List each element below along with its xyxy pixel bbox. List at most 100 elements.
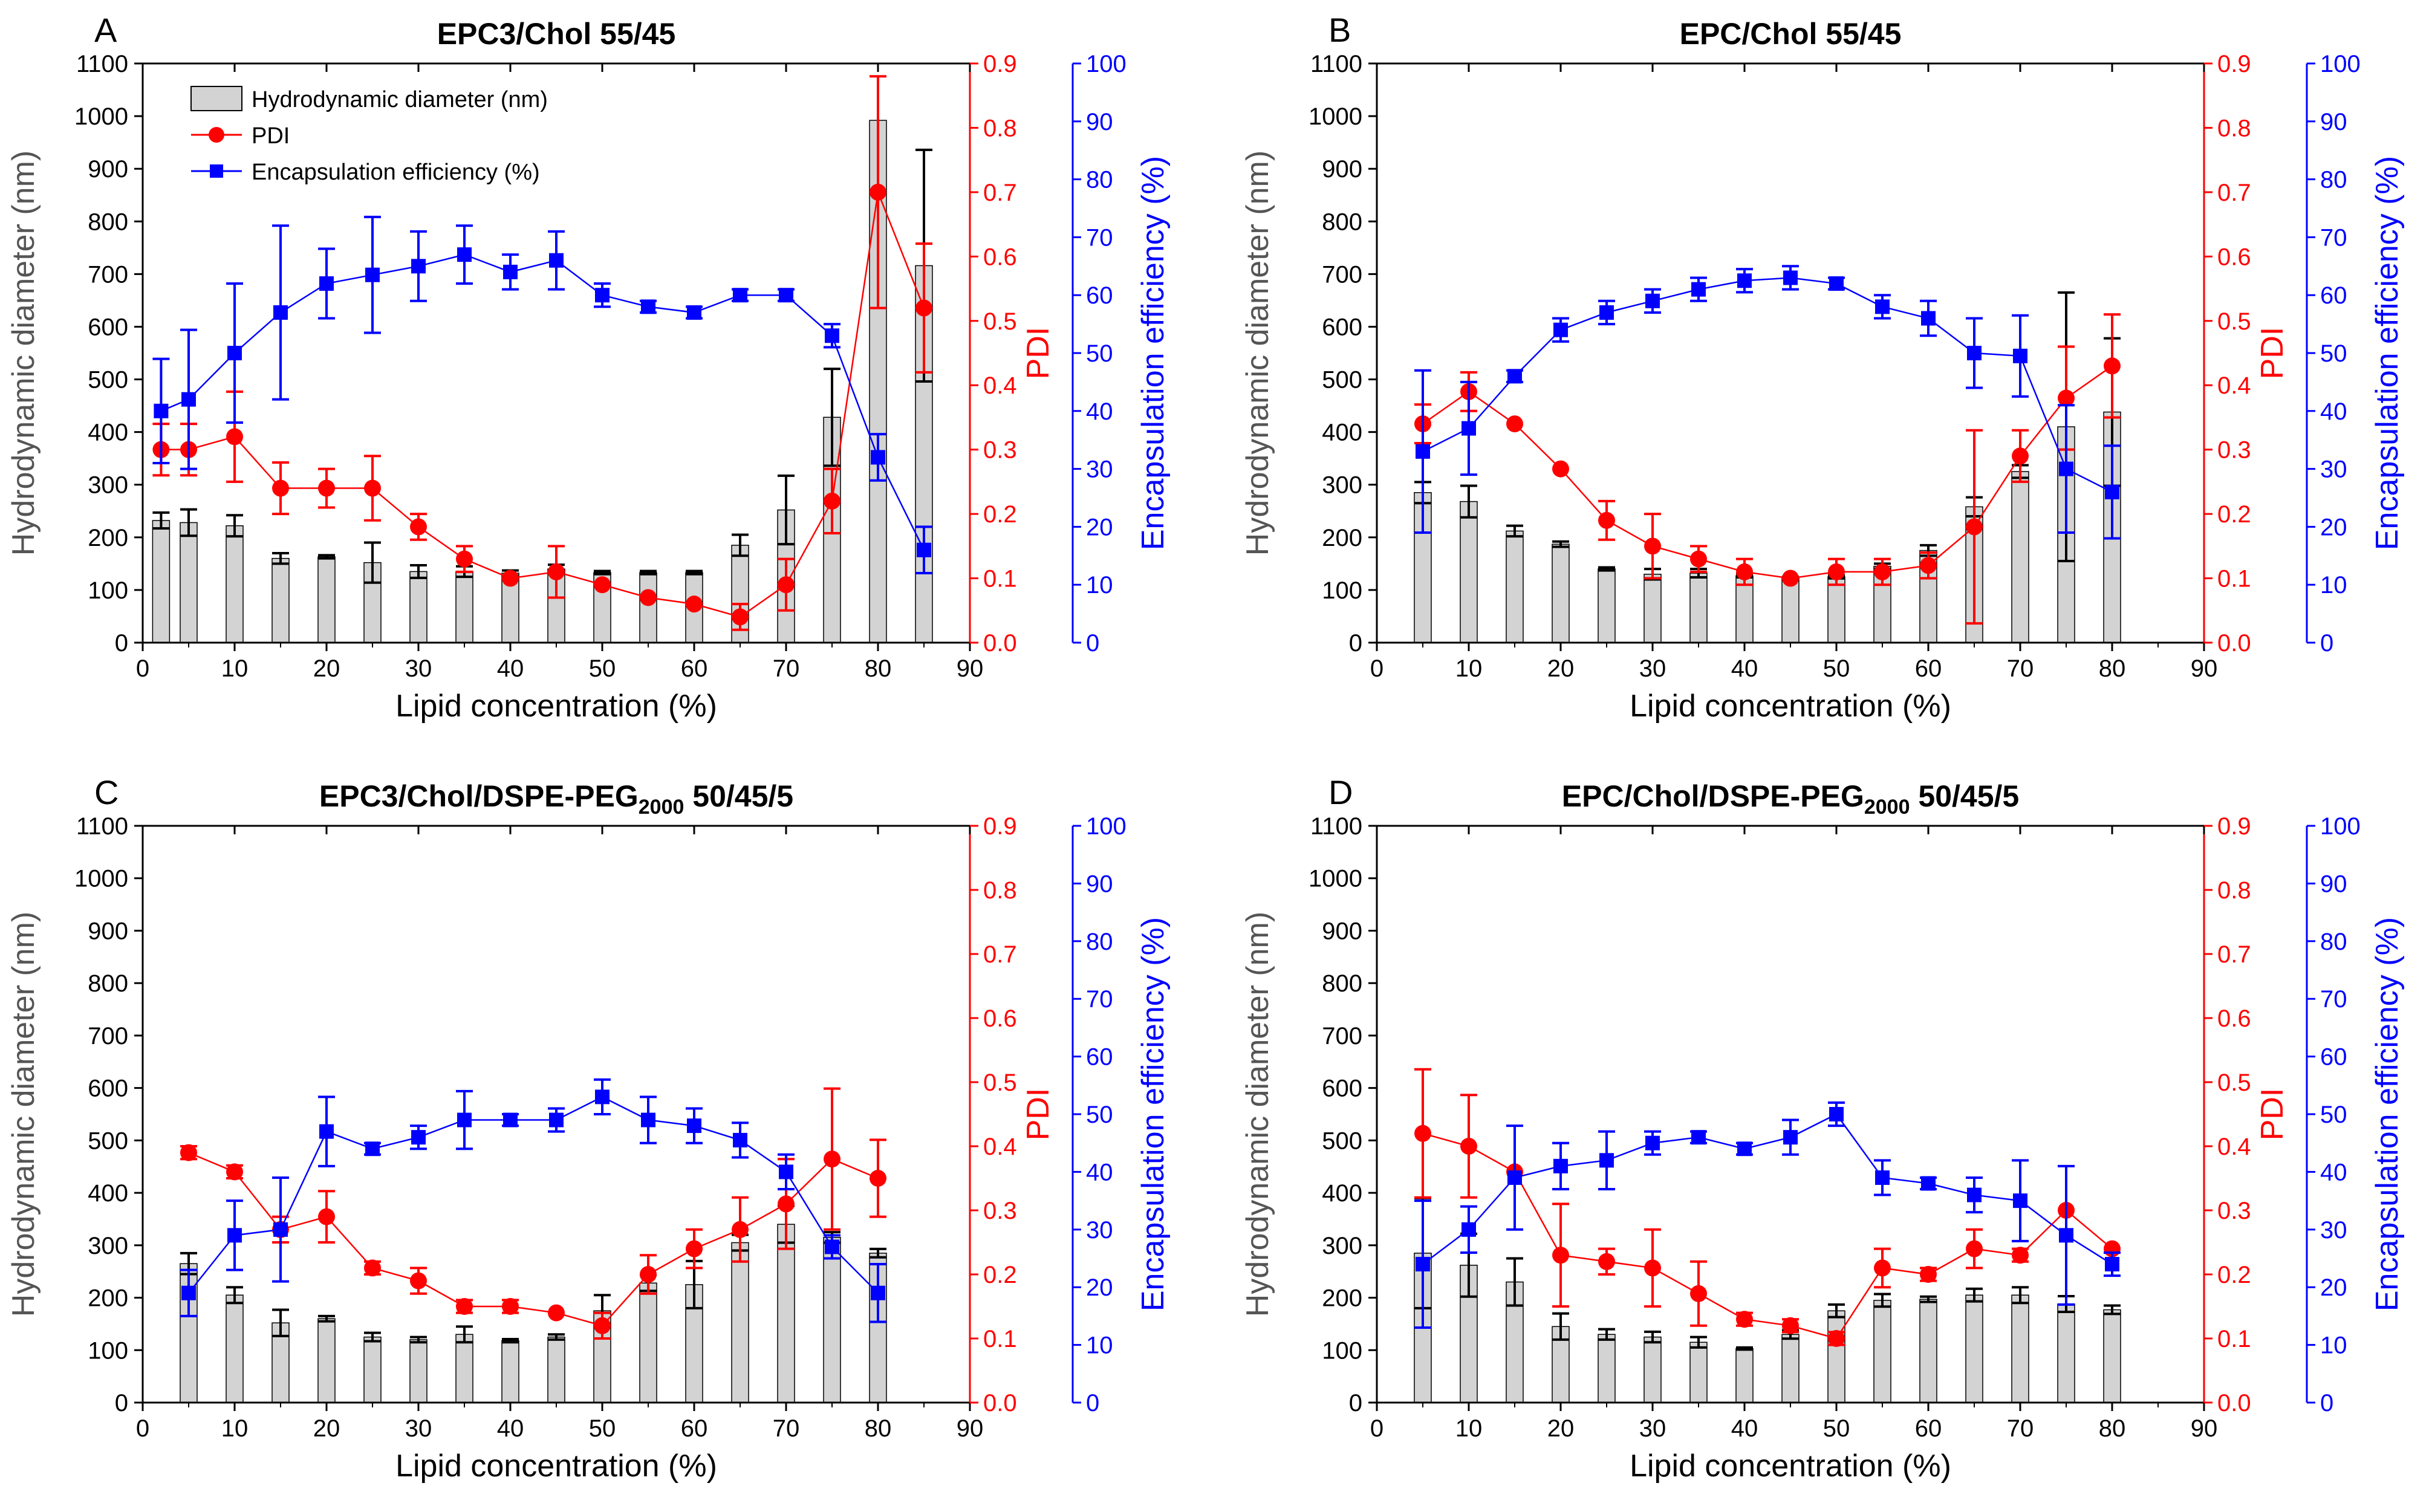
y-ee-tick-label: 50 [2320,1102,2347,1128]
y-axis-left-label: Hydrodynamic diameter (nm) [6,912,41,1317]
y-ee-tick-label: 70 [2320,986,2347,1013]
x-tick-label: 50 [1823,655,1850,682]
y-ee-tick-label: 20 [2320,514,2347,540]
ee-point [641,1112,655,1128]
y-pdi-tick-label: 0.4 [2217,1134,2251,1160]
y-ee-tick-label: 10 [1086,1332,1113,1359]
diameter-bar [1644,574,1662,643]
y-ee-tick-label: 60 [1086,282,1113,309]
y-left-tick-label: 1100 [76,813,128,840]
legend-ee-marker [210,164,223,178]
diameter-bar [1965,1294,1983,1403]
pdi-point [364,479,381,497]
y-pdi-tick-label: 0.5 [983,1069,1017,1096]
x-tick-label: 80 [2099,655,2126,682]
ee-point [503,264,518,279]
ee-point [1921,1176,1936,1191]
y-ee-tick-label: 20 [1086,1274,1113,1301]
x-tick-label: 40 [1731,655,1758,682]
ee-point [319,1124,334,1139]
y-left-tick-label: 700 [1322,1023,1362,1050]
y-pdi-tick-label: 0.0 [2217,1390,2251,1416]
y-pdi-tick-label: 0.7 [983,941,1017,968]
x-tick-label: 50 [589,1415,616,1442]
y-left-tick-label: 0 [1349,1390,1362,1416]
pdi-point [456,550,473,568]
y-left-tick-label: 1100 [76,51,128,77]
y-left-tick-label: 600 [88,1076,128,1102]
y-left-tick-label: 1000 [1309,866,1362,892]
ee-point [1737,273,1752,288]
pdi-point [1782,569,1799,587]
ee-point [733,288,747,303]
diameter-bar [2011,471,2029,643]
ee-point [181,1285,196,1300]
x-tick-label: 40 [1731,1415,1758,1442]
pdi-point [2012,1247,2029,1264]
ee-point [1691,1130,1706,1145]
pdi-point [1920,1266,1937,1283]
ee-point [1967,346,1982,360]
ee-point [1783,1130,1798,1145]
ee-point [2059,1228,2073,1243]
y-pdi-tick-label: 0.9 [2217,51,2251,77]
pdi-point [410,1272,427,1290]
panel-title: EPC3/Chol 55/45 [437,17,676,51]
ee-point [365,1141,380,1157]
y-ee-tick-label: 80 [2320,929,2347,955]
diameter-bar [180,522,198,643]
panel-letter: A [94,11,117,49]
y-pdi-tick-label: 0.0 [983,630,1017,657]
pdi-point [1736,563,1753,580]
y-pdi-tick-label: 0.0 [2217,630,2251,657]
ee-point [411,259,426,274]
ee-point [1416,444,1430,459]
y-axis-pdi-label: PDI [2255,1088,2290,1141]
pdi-point [1644,1259,1661,1277]
ee-point [687,305,701,320]
y-axis-pdi-label: PDI [2255,327,2290,380]
y-axis-pdi-label: PDI [1021,327,1056,380]
y-left-tick-label: 0 [1349,630,1362,657]
y-ee-tick-label: 80 [2320,167,2347,193]
legend-pdi-label: PDI [252,123,290,149]
pdi-point [1920,557,1937,574]
y-pdi-tick-label: 0.5 [2217,308,2251,335]
pdi-point [778,576,795,594]
legend-diameter-swatch [190,86,242,111]
diameter-bar [1827,1310,1845,1403]
x-tick-label: 20 [1547,1415,1575,1442]
diameter-bar [1827,576,1845,643]
y-ee-tick-label: 50 [2320,340,2347,367]
pdi-point [594,576,611,594]
y-ee-tick-label: 50 [1086,1102,1113,1128]
ee-point [687,1118,701,1134]
pdi-point [1552,460,1569,478]
y-pdi-tick-label: 0.8 [2217,115,2251,141]
diameter-bar [409,1339,428,1403]
y-pdi-tick-label: 0.6 [2217,1005,2251,1032]
ee-point [1461,421,1476,436]
y-pdi-tick-label: 0.2 [983,501,1017,528]
y-ee-tick-label: 60 [1086,1044,1113,1071]
pdi-point [180,1144,197,1161]
x-tick-label: 10 [1455,1415,1483,1442]
pdi-point [870,183,886,201]
pdi-point [824,492,840,510]
y-pdi-tick-label: 0.8 [983,115,1017,141]
x-tick-label: 0 [1370,655,1383,682]
ee-point [273,1222,288,1237]
pdi-point [548,1304,565,1322]
x-tick-label: 60 [681,655,708,682]
y-axis-ee-label: Encapsulation efficiency (%) [2370,156,2405,550]
pdi-series-line [1422,1132,2113,1340]
y-left-tick-label: 1000 [74,103,128,130]
diameter-bar [363,1336,382,1403]
pdi-point [1828,1330,1845,1347]
x-tick-label: 30 [405,655,432,682]
x-tick-label: 50 [1823,1415,1850,1442]
x-tick-label: 10 [1455,655,1483,682]
y-pdi-tick-label: 0.1 [983,1326,1017,1352]
diameter-bar [1598,1334,1616,1403]
diameter-bar [1689,1342,1708,1403]
